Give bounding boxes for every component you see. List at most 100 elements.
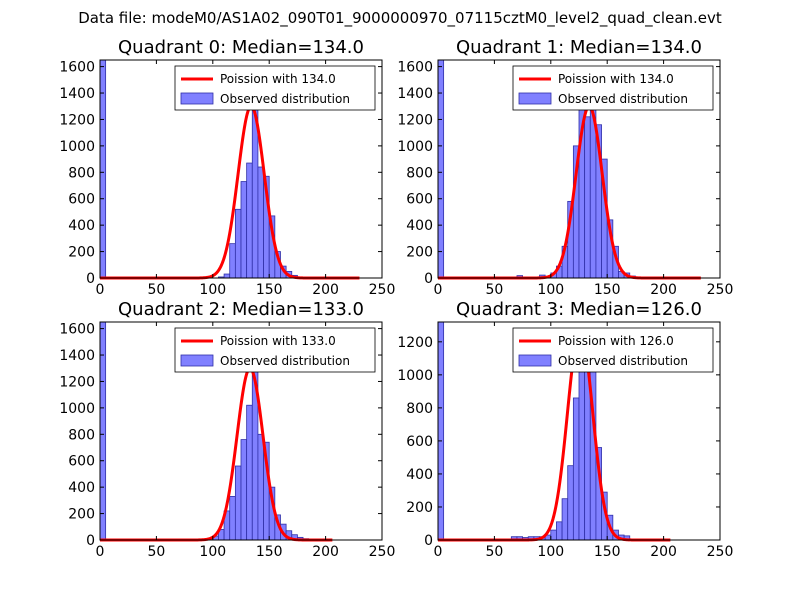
legend-bar-swatch (180, 92, 214, 105)
y-tick-label: 1000 (59, 139, 95, 155)
chart-panel-0: Quadrant 0: Median=134.0 0 50 100 150 200 250 0… (59, 37, 395, 298)
y-tick-label: 200 (68, 507, 95, 523)
y-tick-label: 1600 (59, 322, 95, 338)
y-tick-label: 600 (406, 434, 433, 450)
axes-frame (437, 321, 721, 541)
y-tick-label: 400 (406, 218, 433, 234)
histogram-bar (572, 397, 580, 541)
legend: Poission with 133.0 Observed distribution (174, 327, 376, 373)
chart-panel-3: Quadrant 3: Median=126.0 0 50 100 150 200 250 0… (397, 299, 733, 560)
y-tick-label: 1000 (397, 139, 433, 155)
x-tick-label: 250 (707, 282, 734, 298)
x-tick-label: 50 (485, 282, 503, 298)
x-tick-label: 250 (707, 544, 734, 560)
histogram-bar (240, 439, 248, 541)
histogram-bar (257, 166, 264, 279)
x-tick-label: 100 (537, 282, 564, 298)
axes-frame (99, 59, 383, 279)
histogram-bar (229, 495, 236, 541)
x-tick-label: 150 (594, 282, 621, 298)
y-tick-label: 1200 (397, 335, 433, 351)
histogram-bar (246, 162, 253, 279)
y-tick-label: 800 (406, 401, 433, 417)
axes-frame (437, 59, 721, 279)
x-tick-label: 0 (96, 282, 105, 298)
x-tick-label: 200 (312, 544, 339, 560)
histogram-bar (234, 208, 242, 279)
y-tick-label: 600 (68, 454, 95, 470)
chart-title: Quadrant 3: Median=126.0 (456, 299, 702, 320)
y-tick-label: 0 (424, 533, 433, 549)
chart-panel-1: Quadrant 1: Median=134.0 0 50 100 150 200 250 0… (397, 37, 733, 298)
axes-frame (99, 321, 383, 541)
legend: Poission with 134.0 Observed distribution (174, 65, 376, 111)
histogram-bar (234, 465, 242, 541)
y-tick-label: 800 (406, 165, 433, 181)
x-tick-label: 200 (650, 282, 677, 298)
y-tick-label: 0 (424, 271, 433, 287)
y-tick-label: 1000 (397, 368, 433, 384)
x-tick-label: 200 (312, 282, 339, 298)
x-tick-label: 150 (256, 282, 283, 298)
panels: Quadrant 0: Median=134.0 0 50 100 150 200 250 0… (59, 37, 733, 560)
y-tick-label: 0 (86, 533, 95, 549)
x-tick-label: 250 (369, 544, 396, 560)
poisson-curve (99, 366, 334, 542)
y-tick-label: 1400 (59, 86, 95, 102)
figure-title: Data file: modeM0/AS1A02_090T01_90000009… (78, 9, 722, 28)
x-tick-label: 250 (369, 282, 396, 298)
legend-label: Poission with 133.0 (220, 334, 336, 348)
histogram-bar (556, 521, 563, 541)
legend-bar-swatch (518, 354, 552, 367)
legend: Poission with 126.0 Observed distribution (512, 327, 714, 373)
histogram-bar (229, 243, 236, 279)
x-tick-label: 0 (96, 544, 105, 560)
x-tick-label: 150 (256, 544, 283, 560)
y-tick-label: 200 (406, 245, 433, 261)
x-tick-label: 100 (537, 544, 564, 560)
histogram-bar (223, 273, 231, 279)
histogram-bar (561, 498, 569, 541)
y-tick-label: 400 (68, 218, 95, 234)
y-tick-label: 1200 (397, 112, 433, 128)
x-tick-label: 200 (650, 544, 677, 560)
x-tick-label: 150 (594, 544, 621, 560)
histogram-bar (584, 116, 591, 279)
histogram-bar (246, 404, 253, 541)
legend-bar-swatch (180, 354, 214, 367)
y-tick-label: 1200 (59, 112, 95, 128)
legend-bar-swatch (518, 92, 552, 105)
chart-title: Quadrant 2: Median=133.0 (118, 299, 364, 320)
y-tick-label: 1000 (59, 401, 95, 417)
x-tick-label: 0 (434, 544, 443, 560)
y-tick-label: 200 (68, 245, 95, 261)
x-tick-label: 50 (147, 282, 165, 298)
y-tick-label: 600 (68, 192, 95, 208)
chart-panel-2: Quadrant 2: Median=133.0 0 50 100 150 200 250 0… (59, 299, 395, 560)
y-tick-label: 1400 (59, 348, 95, 364)
chart-title: Quadrant 1: Median=134.0 (456, 37, 702, 58)
legend-label: Observed distribution (558, 92, 688, 106)
x-tick-label: 0 (434, 282, 443, 298)
x-tick-label: 100 (199, 282, 226, 298)
y-tick-label: 1600 (397, 60, 433, 76)
legend-label: Poission with 134.0 (220, 72, 336, 86)
legend-label: Observed distribution (558, 354, 688, 368)
legend-label: Poission with 126.0 (558, 334, 674, 348)
histogram-bar (550, 529, 557, 541)
histogram-bar (240, 181, 248, 279)
y-tick-label: 800 (68, 427, 95, 443)
histogram-bar (257, 433, 264, 541)
bars (99, 59, 304, 279)
y-tick-label: 200 (406, 500, 433, 516)
x-tick-label: 50 (147, 544, 165, 560)
y-tick-label: 1200 (59, 374, 95, 390)
y-tick-label: 400 (68, 480, 95, 496)
legend-label: Observed distribution (220, 92, 350, 106)
x-tick-label: 100 (199, 544, 226, 560)
y-tick-label: 0 (86, 271, 95, 287)
y-tick-label: 1600 (59, 60, 95, 76)
legend-label: Observed distribution (220, 354, 350, 368)
legend: Poission with 134.0 Observed distribution (512, 65, 714, 111)
